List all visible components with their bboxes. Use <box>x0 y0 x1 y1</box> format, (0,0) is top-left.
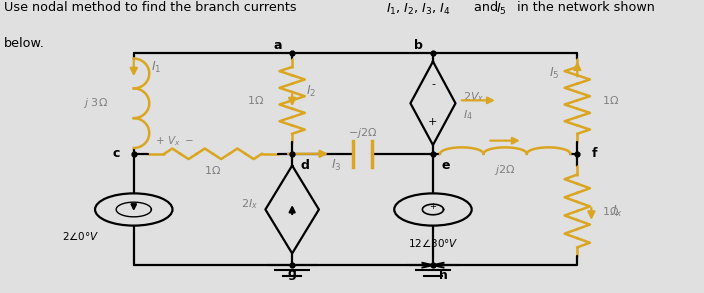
Text: e: e <box>441 159 450 172</box>
Text: $I_4$: $I_4$ <box>463 108 472 122</box>
Text: $+\ V_x\ -$: $+\ V_x\ -$ <box>155 134 194 149</box>
Text: $I_2$: $I_2$ <box>306 84 317 99</box>
Text: $I_5$: $I_5$ <box>549 66 560 81</box>
Text: f: f <box>592 147 598 160</box>
Text: $2\angle0°V$: $2\angle0°V$ <box>62 230 100 242</box>
Text: $I_5$: $I_5$ <box>496 1 507 17</box>
Text: +: + <box>429 202 436 211</box>
Text: $2V_x$: $2V_x$ <box>463 91 484 104</box>
Text: d: d <box>301 159 309 172</box>
Text: $12\angle30°V$: $12\angle30°V$ <box>408 237 458 249</box>
Text: $I_3$: $I_3$ <box>331 158 341 173</box>
Text: in the network shown: in the network shown <box>513 1 655 14</box>
Text: b: b <box>415 39 423 52</box>
Text: $j\ 3\Omega$: $j\ 3\Omega$ <box>82 96 108 110</box>
Text: below.: below. <box>4 37 44 50</box>
Text: $1\Omega$: $1\Omega$ <box>602 205 619 217</box>
Text: and: and <box>470 1 503 14</box>
Text: Use nodal method to find the branch currents: Use nodal method to find the branch curr… <box>4 1 300 14</box>
Text: -: - <box>431 209 435 219</box>
Text: $2I_x$: $2I_x$ <box>241 197 258 211</box>
Text: a: a <box>274 39 282 52</box>
Text: $1\Omega$: $1\Omega$ <box>602 94 619 106</box>
Text: $I_1$, $I_2$, $I_3$, $I_4$: $I_1$, $I_2$, $I_3$, $I_4$ <box>386 1 451 17</box>
Text: c: c <box>113 147 120 160</box>
Text: g: g <box>288 268 296 280</box>
Text: $1\Omega$: $1\Omega$ <box>204 164 222 176</box>
Text: $I_x$: $I_x$ <box>612 203 624 219</box>
Text: $j2\Omega$: $j2\Omega$ <box>494 163 516 177</box>
Text: $-j2\Omega$: $-j2\Omega$ <box>348 126 377 140</box>
Text: h: h <box>439 269 448 282</box>
Text: $I_1$: $I_1$ <box>151 60 162 75</box>
Text: $1\Omega$: $1\Omega$ <box>247 94 264 106</box>
Text: -: - <box>431 79 435 89</box>
Text: +: + <box>428 117 438 127</box>
